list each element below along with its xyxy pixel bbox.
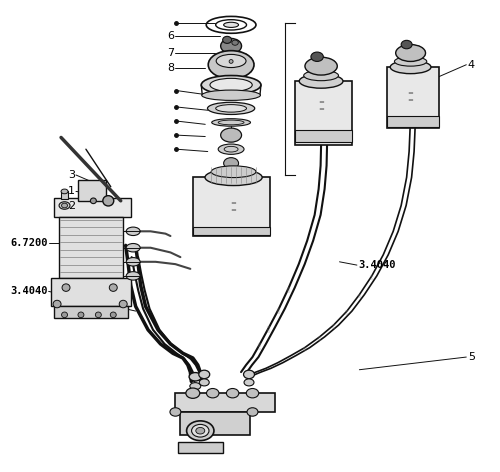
Ellipse shape (192, 424, 209, 437)
Bar (386, 117, 439, 126)
Text: 2: 2 (68, 201, 75, 211)
Ellipse shape (304, 70, 338, 81)
Ellipse shape (208, 102, 254, 115)
Ellipse shape (61, 189, 68, 194)
Bar (58, 217, 123, 278)
Ellipse shape (62, 312, 68, 318)
Text: =: = (230, 200, 236, 206)
Ellipse shape (110, 312, 116, 318)
Ellipse shape (232, 40, 238, 45)
Ellipse shape (202, 76, 261, 94)
Ellipse shape (224, 158, 238, 169)
Ellipse shape (220, 38, 242, 53)
Text: 8: 8 (168, 64, 174, 74)
Ellipse shape (126, 227, 140, 236)
Text: 3.4040: 3.4040 (10, 287, 48, 296)
Text: =: = (408, 90, 414, 96)
Ellipse shape (244, 379, 254, 386)
Ellipse shape (202, 90, 260, 101)
Ellipse shape (394, 57, 427, 66)
Ellipse shape (205, 169, 262, 185)
Ellipse shape (226, 388, 239, 398)
Ellipse shape (186, 421, 214, 440)
Ellipse shape (62, 284, 70, 291)
Bar (386, 67, 439, 128)
Ellipse shape (208, 51, 254, 79)
Ellipse shape (126, 244, 140, 252)
Ellipse shape (103, 196, 114, 206)
Bar (54, 306, 128, 318)
Ellipse shape (62, 203, 68, 208)
Ellipse shape (224, 22, 238, 27)
Ellipse shape (126, 272, 140, 280)
Ellipse shape (126, 258, 140, 266)
Text: 5: 5 (468, 352, 475, 362)
Ellipse shape (311, 52, 324, 61)
Ellipse shape (216, 54, 246, 67)
Ellipse shape (90, 198, 96, 203)
Bar (51, 278, 130, 306)
Ellipse shape (119, 300, 127, 308)
Ellipse shape (246, 388, 258, 398)
Text: =: = (318, 106, 324, 112)
Ellipse shape (396, 44, 426, 61)
Ellipse shape (401, 40, 412, 49)
Bar (193, 227, 270, 235)
Bar (193, 177, 270, 236)
Bar (176, 393, 275, 412)
Text: =: = (318, 99, 324, 105)
Ellipse shape (222, 36, 232, 43)
Ellipse shape (211, 166, 256, 177)
Text: 7: 7 (168, 48, 174, 58)
Text: 6.7200: 6.7200 (10, 238, 48, 248)
Ellipse shape (186, 388, 200, 398)
Bar (295, 81, 352, 144)
Bar (61, 192, 68, 199)
Bar (178, 441, 222, 453)
Ellipse shape (199, 370, 209, 379)
Ellipse shape (390, 60, 431, 74)
Ellipse shape (200, 379, 209, 386)
Ellipse shape (210, 78, 252, 92)
Ellipse shape (196, 428, 205, 434)
Ellipse shape (247, 408, 258, 416)
Ellipse shape (170, 408, 181, 416)
Text: =: = (230, 207, 236, 213)
Bar (295, 130, 352, 142)
Ellipse shape (189, 372, 202, 381)
Text: 4: 4 (468, 60, 475, 70)
Ellipse shape (206, 388, 219, 398)
Polygon shape (78, 180, 106, 201)
Text: 1: 1 (68, 186, 75, 196)
Text: 3: 3 (68, 170, 75, 180)
Ellipse shape (305, 57, 338, 75)
Ellipse shape (216, 105, 246, 112)
Ellipse shape (110, 284, 117, 291)
Ellipse shape (190, 383, 201, 390)
Bar (54, 198, 130, 217)
Ellipse shape (229, 59, 233, 63)
Ellipse shape (220, 128, 242, 142)
Text: =: = (408, 97, 414, 103)
Ellipse shape (299, 74, 343, 88)
Ellipse shape (59, 202, 70, 209)
Ellipse shape (78, 312, 84, 318)
Bar (180, 412, 250, 435)
Ellipse shape (212, 118, 250, 126)
Ellipse shape (218, 144, 244, 154)
Ellipse shape (53, 300, 61, 308)
Ellipse shape (96, 312, 102, 318)
Text: 6: 6 (168, 31, 174, 41)
Ellipse shape (244, 370, 254, 379)
Text: 3.4040: 3.4040 (358, 260, 396, 270)
